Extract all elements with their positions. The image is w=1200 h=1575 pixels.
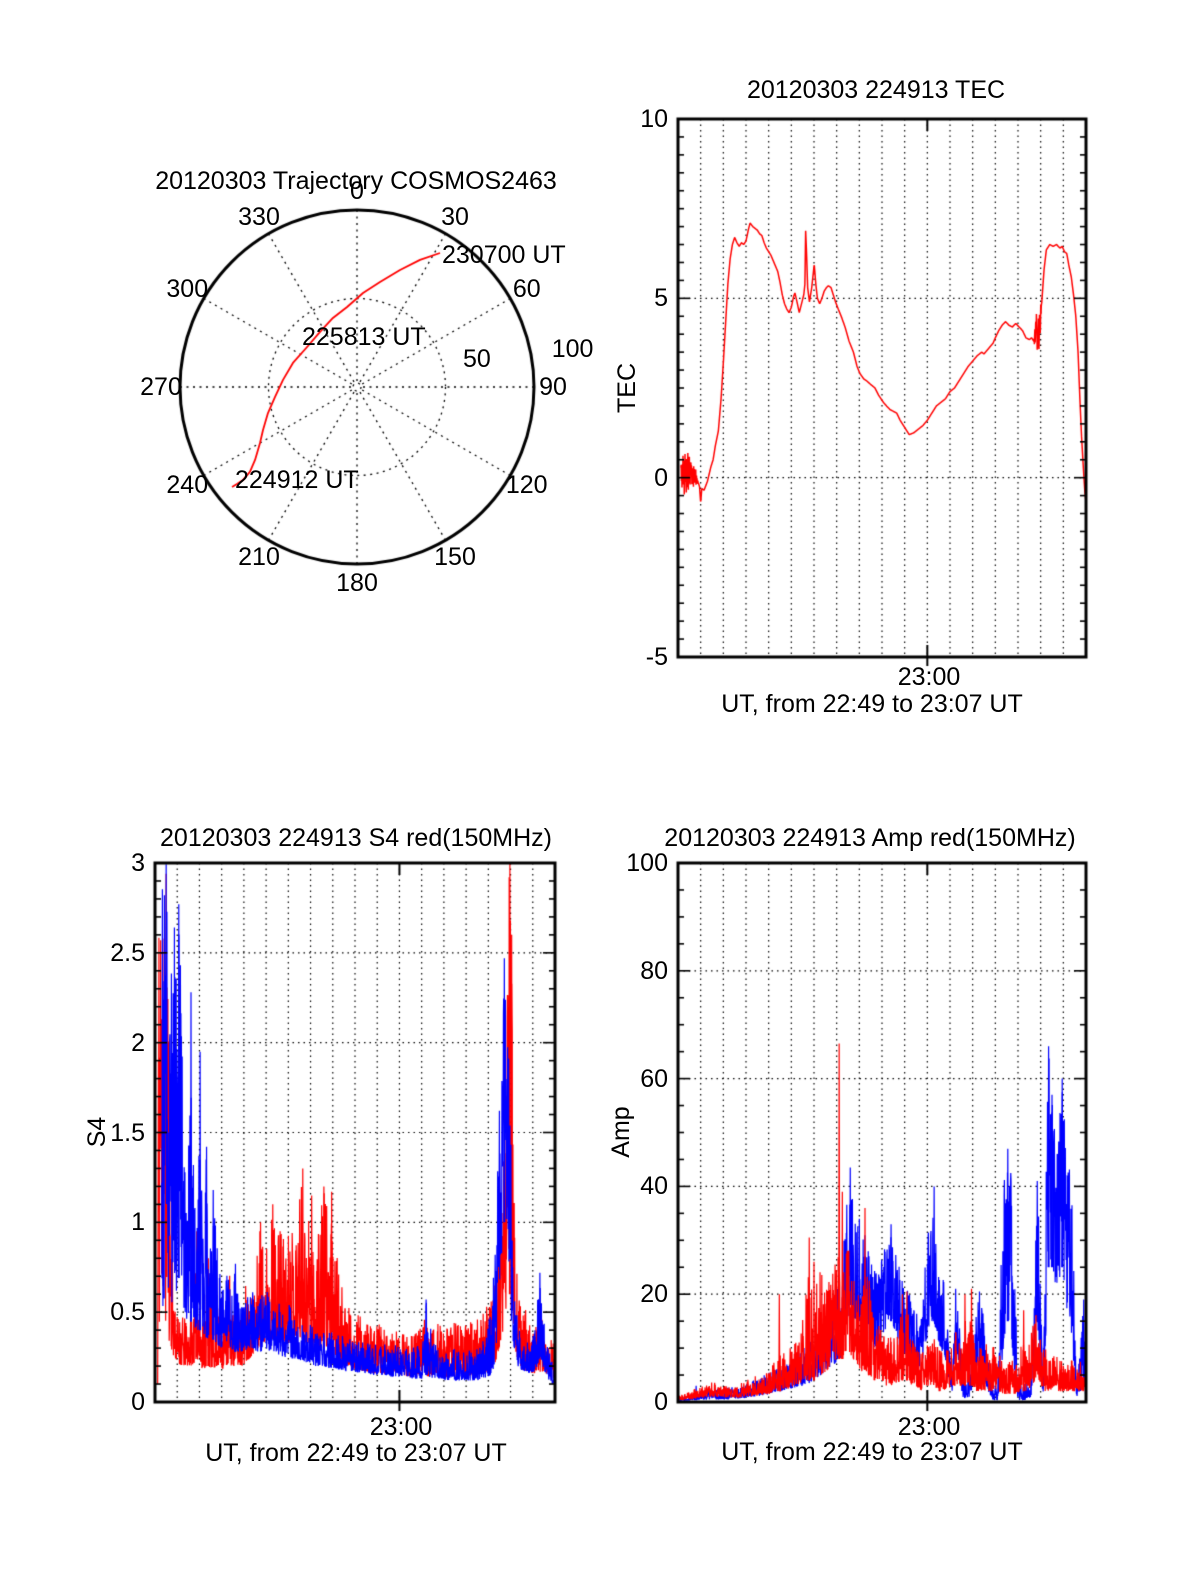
polar-radial-label: 50 xyxy=(462,345,491,374)
trajectory-plot-title: 20120303 Trajectory COSMOS2463 xyxy=(155,166,557,195)
tec-ytick-label: -5 xyxy=(645,642,668,671)
s4-plot-title: 20120303 224913 S4 red(150MHz) xyxy=(160,823,552,852)
amp-ytick-label: 20 xyxy=(640,1280,668,1309)
amp-x-major-tick-label: 23:00 xyxy=(897,1412,961,1441)
polar-azimuth-label: 0 xyxy=(350,176,364,205)
amp-y-axis-label: Amp xyxy=(606,1106,635,1158)
amp-x-axis-label: UT, from 22:49 to 23:07 UT xyxy=(721,1437,1023,1466)
polar-azimuth-label: 90 xyxy=(539,372,567,401)
s4-ytick-label: 2 xyxy=(131,1028,145,1057)
amp-ytick-label: 60 xyxy=(640,1064,668,1093)
tec-x-major-tick-label: 23:00 xyxy=(897,662,961,691)
trajectory-time-label-mid: 225813 UT xyxy=(302,322,426,351)
s4-ytick-label: 3 xyxy=(131,848,145,877)
tec-y-axis-label: TEC xyxy=(612,363,641,413)
polar-azimuth-label: 270 xyxy=(140,372,182,401)
amp-ytick-label: 0 xyxy=(654,1387,668,1416)
s4-ytick-label: 0.5 xyxy=(110,1298,145,1327)
s4-y-axis-label: S4 xyxy=(82,1116,111,1148)
polar-azimuth-label: 120 xyxy=(505,470,548,499)
s4-ytick-label: 0 xyxy=(131,1387,145,1416)
tec-ytick-label: 10 xyxy=(640,104,668,133)
tec-ytick-label: 0 xyxy=(654,463,668,492)
polar-azimuth-label: 300 xyxy=(166,274,209,303)
s4-x-axis-label: UT, from 22:49 to 23:07 UT xyxy=(205,1438,507,1467)
tec-x-axis-label: UT, from 22:49 to 23:07 UT xyxy=(721,689,1023,718)
s4-ytick-label: 2.5 xyxy=(110,938,145,967)
amp-ytick-label: 80 xyxy=(640,956,668,985)
polar-azimuth-label: 30 xyxy=(441,203,469,232)
polar-azimuth-label: 60 xyxy=(512,274,541,303)
amp-ytick-label: 40 xyxy=(640,1172,668,1201)
amp-ytick-label: 100 xyxy=(626,848,668,877)
s4-ytick-label: 1 xyxy=(131,1208,145,1237)
tec-plot-title: 20120303 224913 TEC xyxy=(746,75,1006,104)
tec-ytick-label: 5 xyxy=(654,284,668,313)
polar-azimuth-label: 240 xyxy=(166,470,209,499)
polar-radial-label: 100 xyxy=(551,334,594,363)
polar-azimuth-label: 150 xyxy=(434,542,476,571)
polar-azimuth-label: 330 xyxy=(238,203,280,232)
amp-plot-title: 20120303 224913 Amp red(150MHz) xyxy=(664,823,1076,852)
trajectory-time-label-start: 224912 UT xyxy=(235,465,359,494)
trajectory-time-label-end: 230700 UT xyxy=(442,240,566,269)
s4-x-major-tick-label: 23:00 xyxy=(369,1412,433,1441)
polar-azimuth-label: 180 xyxy=(336,568,378,597)
polar-azimuth-label: 210 xyxy=(238,542,280,571)
s4-ytick-label: 1.5 xyxy=(110,1118,145,1147)
